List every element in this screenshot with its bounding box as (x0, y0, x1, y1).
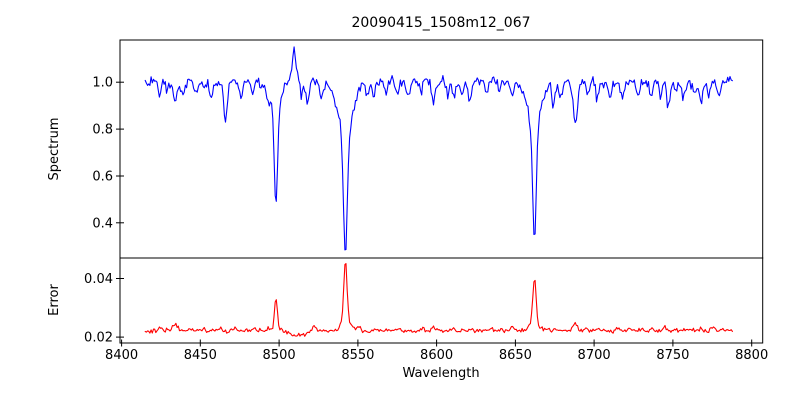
x-tick-label: 8700 (578, 348, 611, 363)
x-tick-label: 8800 (735, 348, 768, 363)
spectrum-panel: 1.0 0.8 0.6 0.4 Spectrum (47, 39, 764, 259)
x-tick-label: 8750 (656, 348, 689, 363)
error-line (144, 263, 733, 337)
y-tick-label: 0.02 (84, 331, 113, 346)
spectrum-y-ticks: 1.0 0.8 0.6 0.4 (92, 76, 124, 231)
y-tick-label: 0.8 (92, 123, 113, 138)
x-tick-label: 8500 (263, 348, 296, 363)
y-tick-label: 1.0 (92, 76, 113, 91)
chart-title: 20090415_1508m12_067 (351, 15, 530, 31)
error-panel: 0.04 0.02 Error (47, 257, 764, 346)
spectrum-panel-border (119, 39, 764, 259)
x-tick-label: 8650 (499, 348, 532, 363)
y-tick-label: 0.04 (84, 272, 113, 287)
x-tick-label: 8450 (184, 348, 217, 363)
error-y-ticks: 0.04 0.02 (84, 272, 124, 346)
error-y-axis-label: Error (47, 284, 62, 316)
x-tick-label: 8600 (420, 348, 453, 363)
spectrum-line (144, 46, 733, 251)
x-axis-ticks: 8400 8450 8500 8550 8600 8650 8700 8750 8800 (105, 339, 768, 363)
x-axis-label: Wavelength (402, 366, 479, 381)
y-tick-label: 0.6 (92, 170, 113, 185)
spectrum-y-axis-label: Spectrum (47, 118, 62, 181)
error-panel-border (119, 257, 764, 344)
y-tick-label: 0.4 (92, 216, 113, 231)
x-tick-label: 8400 (105, 348, 138, 363)
x-tick-label: 8550 (341, 348, 374, 363)
